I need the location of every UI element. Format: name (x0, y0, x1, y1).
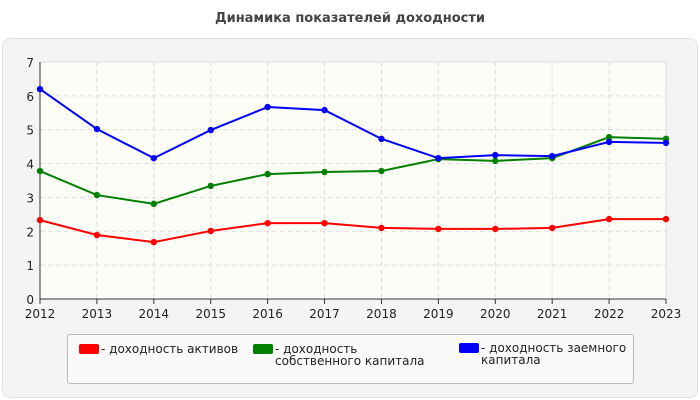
legend-swatch (79, 344, 99, 354)
y-tick-label: 7 (26, 56, 34, 70)
legend-swatch (459, 343, 479, 353)
x-tick-label: 2023 (651, 307, 682, 321)
data-point-1 (150, 200, 158, 208)
data-point-0 (207, 227, 214, 235)
legend-item: - доходность активов (79, 342, 261, 356)
data-point-0 (435, 225, 442, 233)
x-tick-label: 2016 (252, 307, 283, 321)
x-tick-label: 2015 (195, 307, 226, 321)
series-line-0 (39, 218, 666, 244)
data-point-0 (662, 215, 670, 223)
data-point-2 (36, 85, 44, 93)
y-tick-label: 3 (26, 191, 34, 205)
data-point-2 (378, 135, 385, 143)
data-point-2 (264, 103, 271, 111)
data-point-0 (321, 219, 328, 227)
data-point-0 (492, 225, 499, 233)
x-tick-label: 2019 (423, 307, 454, 321)
data-point-2 (207, 126, 214, 134)
legend-item: - доходность заемного капитала (459, 341, 631, 367)
y-tick-label: 4 (26, 158, 34, 172)
data-point-2 (435, 154, 442, 162)
data-point-1 (36, 167, 44, 175)
legend-swatch (253, 344, 273, 354)
data-point-2 (321, 106, 328, 114)
legend-label: - доходность активов (101, 342, 239, 356)
data-point-2 (548, 152, 556, 160)
data-point-0 (36, 216, 44, 224)
y-tick-label: 0 (26, 293, 34, 307)
data-point-0 (264, 219, 271, 227)
x-tick-label: 2013 (82, 307, 113, 321)
plot-area (39, 61, 667, 300)
legend-label: - доходность заемного капитала (481, 341, 627, 367)
data-point-2 (150, 154, 158, 162)
data-point-1 (321, 168, 328, 176)
data-point-1 (207, 182, 214, 190)
legend-label: - доходность собственного капитала (275, 342, 425, 368)
data-point-1 (605, 133, 613, 141)
y-tick-label: 5 (26, 124, 34, 138)
y-tick-label: 6 (26, 90, 34, 104)
x-tick-label: 2017 (309, 307, 340, 321)
x-tick-label: 2018 (366, 307, 397, 321)
data-point-0 (548, 224, 556, 232)
y-tick-label: 2 (26, 225, 34, 239)
data-point-0 (150, 238, 158, 246)
legend: - доходность активов - доходность собств… (67, 334, 634, 384)
data-point-0 (378, 224, 385, 232)
data-point-1 (492, 157, 499, 165)
data-point-2 (605, 138, 613, 146)
data-point-2 (492, 151, 499, 159)
x-tick-label: 2021 (537, 307, 568, 321)
data-point-2 (93, 125, 101, 133)
x-tick-label: 2022 (594, 307, 625, 321)
data-point-1 (264, 170, 271, 178)
x-tick-label: 2020 (480, 307, 511, 321)
data-point-1 (93, 191, 101, 199)
legend-item: - доходность собственного капитала (253, 342, 445, 368)
data-point-0 (93, 231, 101, 239)
data-point-1 (378, 167, 385, 175)
series-line-2 (39, 88, 667, 160)
x-tick-label: 2014 (139, 307, 170, 321)
data-point-2 (662, 139, 670, 147)
x-tick-label: 2012 (25, 307, 56, 321)
data-point-0 (605, 215, 613, 223)
y-tick-label: 1 (26, 259, 34, 273)
chart-title: Динамика показателей доходности (215, 11, 485, 26)
